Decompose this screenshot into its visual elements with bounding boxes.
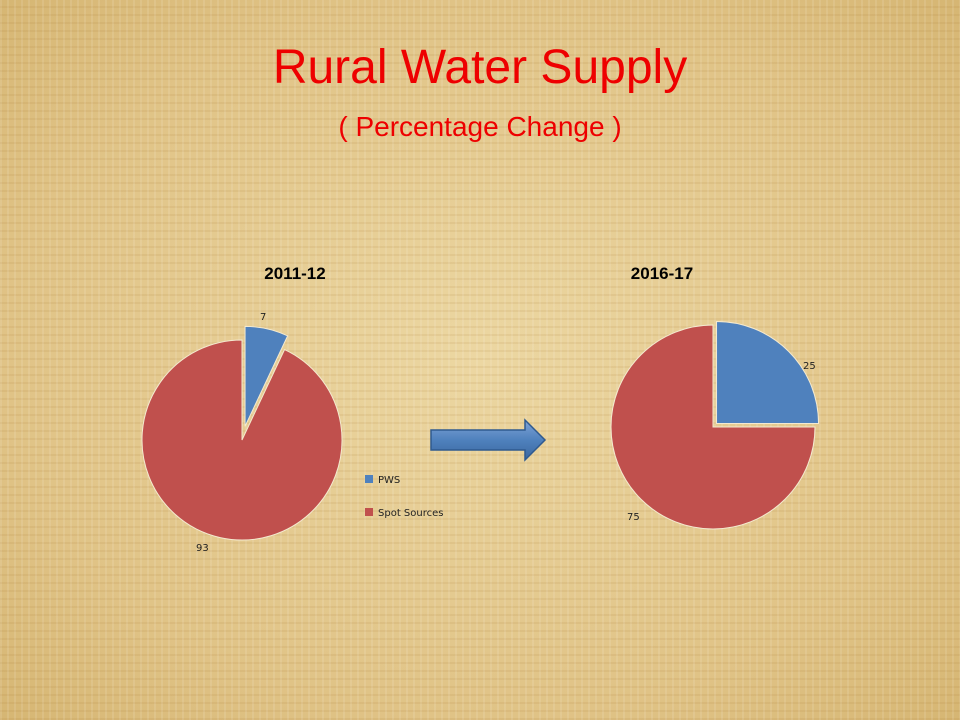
pie-slice-spot-sources — [610, 324, 816, 530]
legend-swatch-spot-sources — [365, 508, 373, 516]
pie-chart-2016-17 — [610, 320, 820, 530]
legend-label-spot-sources: Spot Sources — [378, 508, 443, 519]
pie-chart-2011-12 — [141, 325, 343, 541]
slide-subtitle: ( Percentage Change ) — [338, 111, 622, 142]
slide-title: Rural Water Supply — [272, 41, 688, 94]
right-arrow-icon — [430, 418, 547, 462]
data-label-pws-2011-12: 7 — [260, 312, 266, 323]
data-label-pws-2016-17: 25 — [803, 361, 816, 372]
legend-swatch-pws — [365, 475, 373, 483]
pie-slice-spot-sources — [141, 339, 343, 541]
chart-title-2011-12: 2011-12 — [264, 264, 325, 283]
data-label-spot-2011-12: 93 — [196, 543, 209, 554]
legend-label-pws: PWS — [378, 475, 400, 486]
chart-title-2016-17: 2016-17 — [631, 264, 693, 283]
legend: PWS Spot Sources — [365, 475, 443, 519]
pie-slice-pws — [716, 320, 820, 424]
data-label-spot-2016-17: 75 — [627, 512, 640, 523]
pie-slice-pws — [244, 325, 289, 427]
